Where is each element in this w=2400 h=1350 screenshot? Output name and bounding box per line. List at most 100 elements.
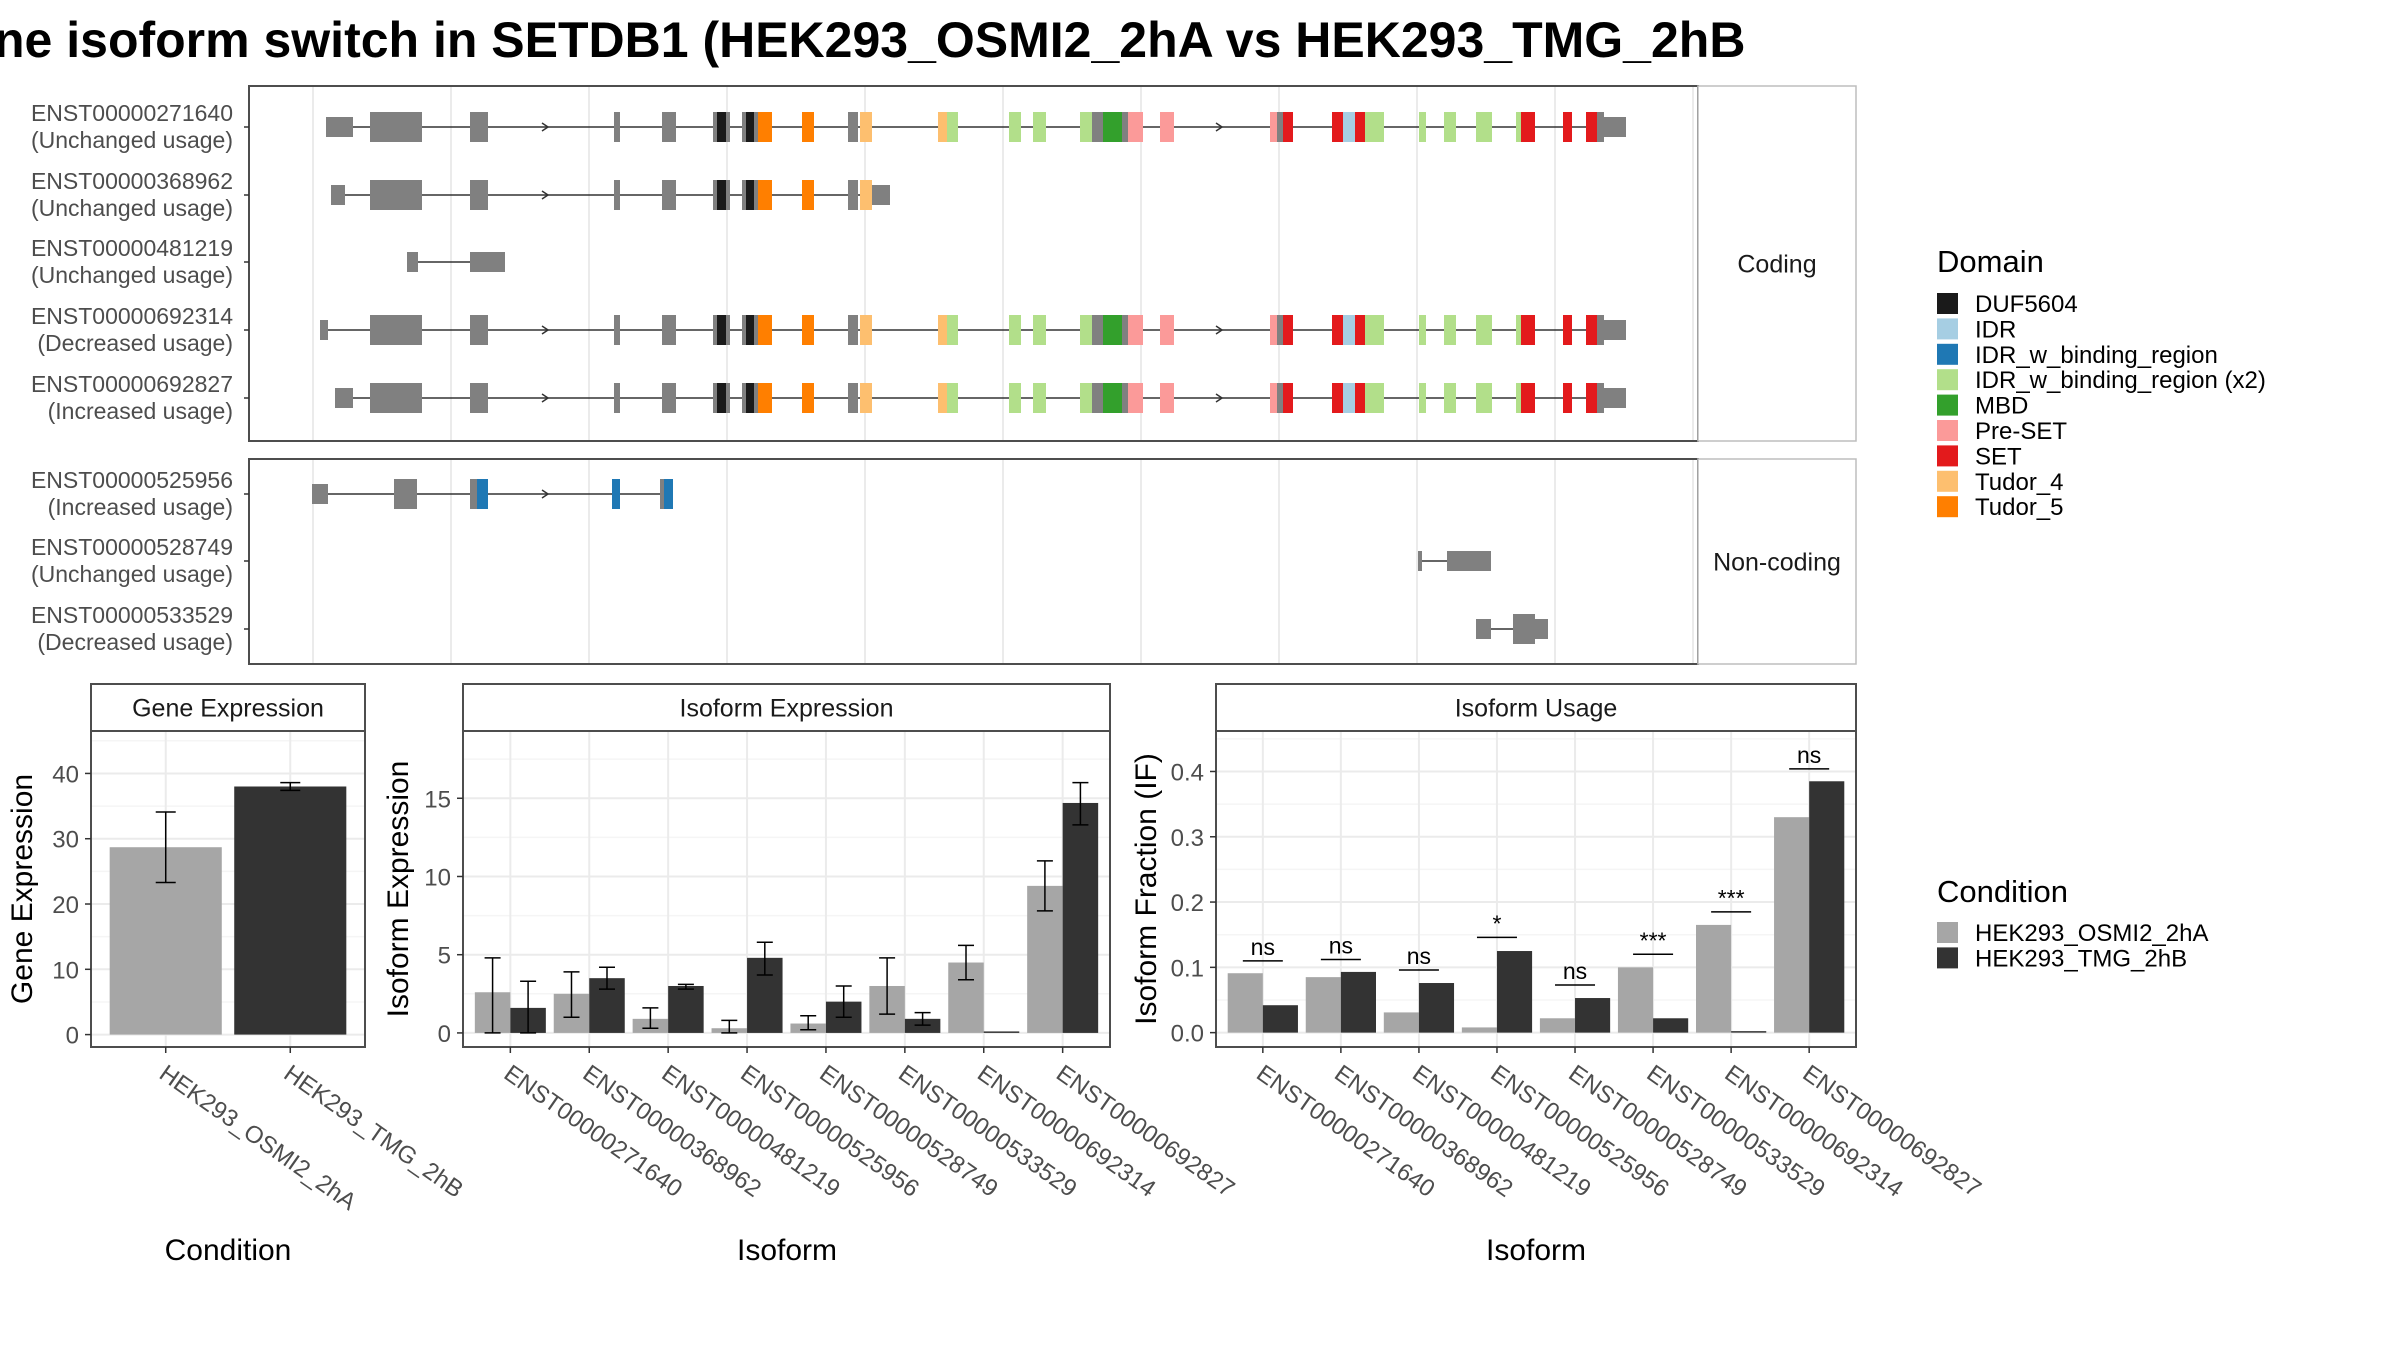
exon-block	[1283, 383, 1293, 413]
exon-block	[614, 383, 620, 413]
exon-block	[394, 112, 422, 142]
exon-block	[1009, 383, 1021, 413]
exon-block	[1103, 383, 1122, 413]
exon-block	[614, 112, 620, 142]
exon-block	[1476, 619, 1491, 639]
exon-block	[1103, 112, 1122, 142]
exon-block	[1597, 383, 1604, 413]
exon-block	[1332, 315, 1343, 345]
strand-arrow	[541, 190, 550, 200]
strand-arrow	[541, 122, 550, 132]
y-tick-label: 10	[424, 864, 451, 891]
exon-block	[860, 315, 872, 345]
bar	[1774, 817, 1810, 1033]
noncoding-usage-label: (Increased usage)	[48, 494, 233, 520]
title-strip	[462, 683, 1111, 732]
exon-block	[662, 112, 676, 142]
exon-block	[1277, 112, 1283, 142]
exon-block	[1128, 112, 1143, 142]
transcript-model	[326, 112, 1626, 142]
title-strip	[1215, 683, 1857, 732]
exon-block	[662, 315, 676, 345]
exon-block	[1444, 315, 1456, 345]
strand-arrow	[541, 489, 550, 499]
exon-block	[1444, 383, 1456, 413]
y-tick-label: 0.3	[1171, 825, 1204, 852]
exon-block	[1092, 315, 1103, 345]
exon-block	[370, 383, 395, 413]
coding-panel-strip-label: Coding	[1737, 251, 1816, 279]
exon-block	[802, 180, 814, 210]
exon-block	[802, 112, 814, 142]
exon-block	[1586, 112, 1597, 142]
exon-block	[1586, 315, 1597, 345]
bar	[1809, 781, 1845, 1033]
coding-transcript-id: ENST00000692314	[31, 303, 233, 329]
exon-block	[938, 112, 947, 142]
chart-title: Isoform Expression	[680, 695, 894, 723]
domain-legend-swatch	[1937, 369, 1958, 391]
transcript-model	[407, 252, 505, 272]
exon-block	[470, 112, 488, 142]
y-tick-label: 0.1	[1171, 955, 1204, 982]
domain-legend-swatch	[1937, 394, 1958, 416]
y-tick-label: 0.0	[1171, 1021, 1204, 1048]
exon-block	[860, 180, 872, 210]
exon-block	[1128, 315, 1143, 345]
exon-block	[660, 479, 664, 509]
y-axis-label: Isoform Fraction (IF)	[1130, 753, 1163, 1025]
coding-transcript-id: ENST00000271640	[31, 100, 233, 126]
exon-block	[470, 383, 488, 413]
coding-usage-label: (Unchanged usage)	[31, 262, 233, 288]
strand-arrow	[1215, 325, 1224, 335]
noncoding-usage-label: (Unchanged usage)	[31, 561, 233, 587]
exon-block	[802, 383, 814, 413]
condition-legend-label: HEK293_OSMI2_2hA	[1975, 920, 2208, 947]
exon-block	[1128, 383, 1143, 413]
exon-block	[407, 252, 418, 272]
exon-block	[1516, 315, 1521, 345]
domain-legend-label: IDR	[1975, 316, 2016, 343]
exon-block	[326, 117, 353, 137]
chart-title: Isoform Usage	[1455, 695, 1618, 723]
bar	[1227, 973, 1263, 1033]
exon-block	[717, 315, 726, 345]
coding-usage-label: (Unchanged usage)	[31, 127, 233, 153]
exon-block	[1283, 315, 1293, 345]
title-strip	[90, 683, 366, 732]
bar	[234, 786, 347, 1035]
exon-block	[746, 315, 754, 345]
exon-block	[1122, 315, 1128, 345]
exon-block	[331, 185, 345, 205]
bar	[1461, 1027, 1497, 1033]
exon-block	[394, 383, 422, 413]
exon-block	[1444, 112, 1456, 142]
exon-block	[1332, 383, 1343, 413]
legends: Domain DUF5604IDRIDR_w_binding_regionIDR_…	[1937, 244, 2266, 972]
exon-block	[614, 180, 620, 210]
domain-legend-label: SET	[1975, 443, 2022, 470]
exon-block	[1521, 112, 1535, 142]
domain-legend-label: Tudor_4	[1975, 469, 2064, 496]
exon-block	[394, 315, 422, 345]
coding-panel-strip	[1697, 85, 1857, 442]
exon-block	[335, 388, 353, 408]
significance-label: ***	[1640, 927, 1667, 953]
exon-block	[1516, 112, 1521, 142]
exon-block	[1160, 383, 1174, 413]
exon-block	[1033, 112, 1046, 142]
exon-block	[1563, 315, 1572, 345]
exon-block	[1277, 315, 1283, 345]
condition-legend-label: HEK293_TMG_2hB	[1975, 945, 2187, 972]
domain-legend-swatch	[1937, 343, 1958, 365]
domain-legend-label: IDR_w_binding_region	[1975, 342, 2218, 369]
transcript-structure-panel: CodingNon-codingENST00000271640(Unchange…	[31, 85, 1857, 665]
domain-legend-swatch	[1937, 318, 1958, 340]
strand-arrow	[1215, 393, 1224, 403]
bar	[1418, 983, 1455, 1033]
exon-block	[1516, 383, 1521, 413]
y-tick-label: 10	[52, 957, 79, 984]
noncoding-panel-strip	[1697, 458, 1857, 665]
exon-block	[717, 180, 726, 210]
